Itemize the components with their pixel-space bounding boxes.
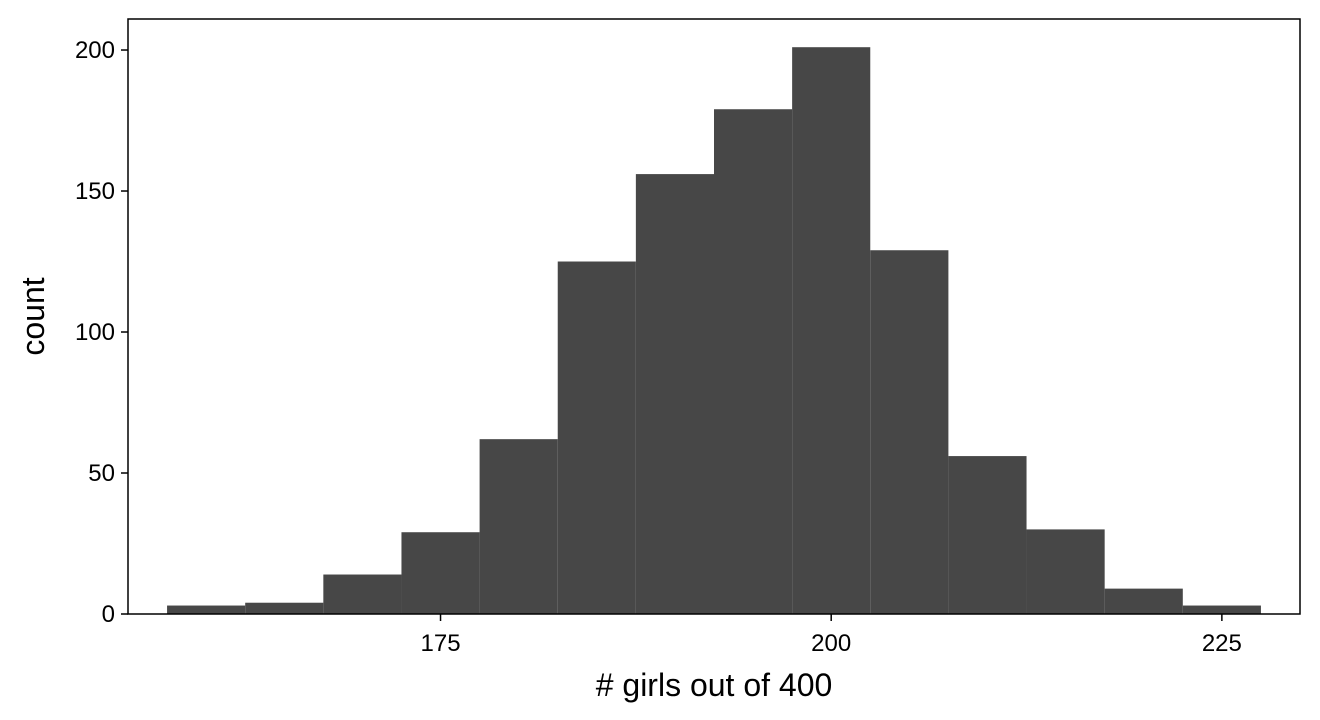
histogram-bar-2 [245,602,324,614]
histogram-bars [167,47,1261,615]
x-tick-label: 200 [811,630,851,657]
x-axis: 175 200 225 [421,614,1242,657]
histogram-bar-7 [635,174,714,614]
histogram-bar-11 [948,456,1027,614]
histogram-bar-6 [557,261,636,614]
histogram-bar-9 [792,47,871,615]
histogram-bar-10 [870,250,949,614]
histogram-bar-1 [167,605,246,614]
y-tick-label: 50 [88,460,115,487]
y-tick-label: 150 [75,178,115,205]
plot-panel-border [127,18,1301,615]
y-axis: 0 50 100 150 200 [75,37,128,628]
y-tick-label: 0 [102,601,115,628]
histogram-bar-4 [401,532,480,614]
x-tick-label: 175 [421,630,461,657]
x-tick-label: 225 [1202,630,1242,657]
histogram-bar-12 [1026,529,1105,614]
x-axis-title: # girls out of 400 [596,667,833,703]
y-tick-label: 200 [75,37,115,64]
y-axis-title: count [15,277,51,355]
histogram-bar-8 [714,109,793,614]
y-tick-label: 100 [75,319,115,346]
histogram-bar-3 [323,574,402,614]
histogram-bar-5 [479,439,558,614]
histogram-bar-13 [1104,588,1183,614]
histogram-bar-14 [1182,605,1261,614]
